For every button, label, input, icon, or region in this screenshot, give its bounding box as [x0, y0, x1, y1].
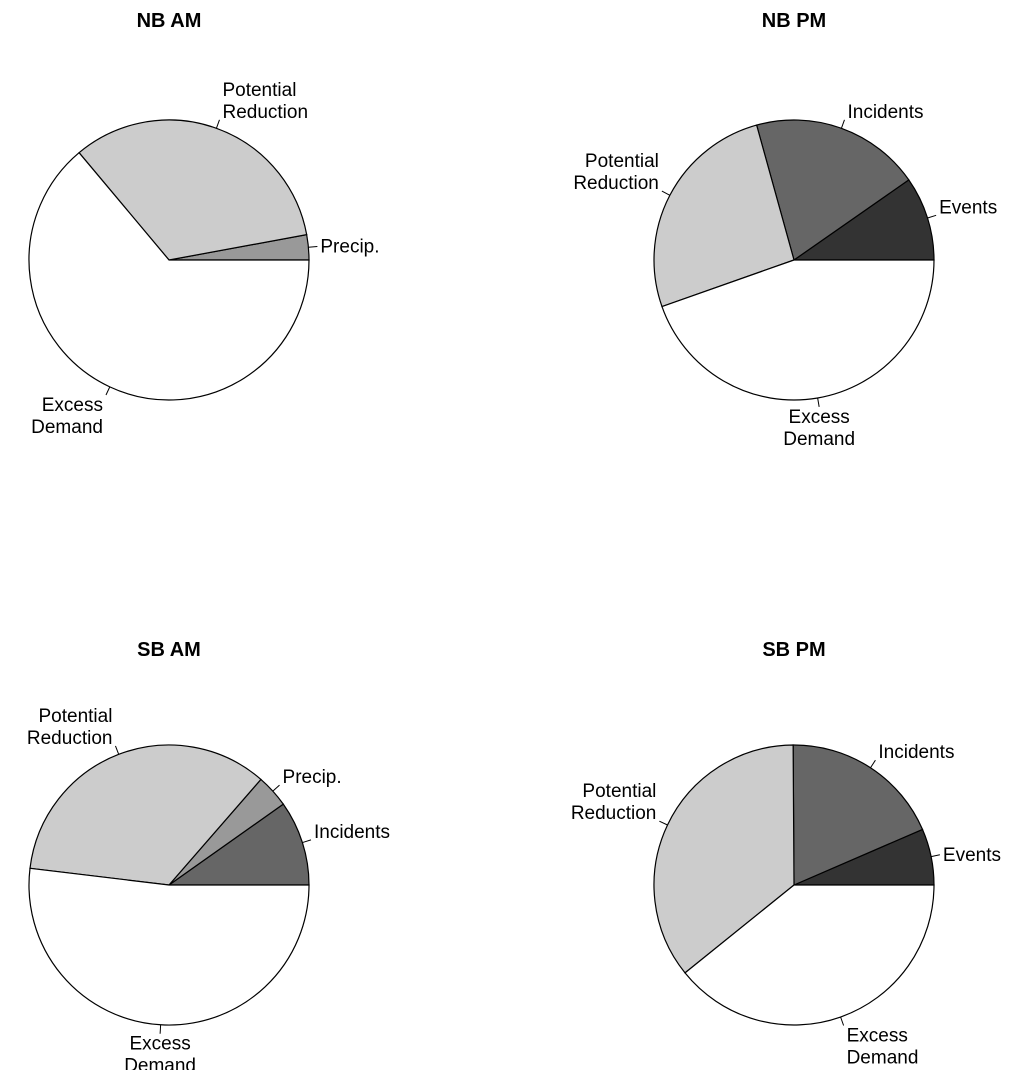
slice-label-line: Reduction [27, 728, 113, 749]
slice-label-line: Demand [847, 1048, 919, 1069]
slice-label-precip: Precip. [320, 236, 379, 257]
slice-label-precip: Precip. [283, 767, 342, 788]
pie-slice-excess-demand [28, 867, 310, 1026]
slice-label-line: Events [943, 845, 1001, 866]
leader-line [659, 820, 668, 826]
slice-label-excess-demand: Excess Demand [847, 1026, 919, 1069]
leader-line [661, 190, 671, 196]
slice-label-excess-demand: Excess Demand [124, 1034, 196, 1070]
slice-label-line: Excess [847, 1026, 908, 1047]
slice-label-line: Precip. [283, 767, 342, 788]
slice-label-line: Incidents [314, 822, 390, 843]
slice-label-events: Events [939, 197, 997, 218]
slice-label-line: Potential [39, 706, 113, 727]
leader-line [159, 1024, 162, 1034]
leader-line [840, 1016, 845, 1026]
pie-slice-potential-reduction [29, 744, 262, 886]
slice-label-line: Potential [585, 151, 659, 172]
pie-chart-nb-am: NB AM Precip. Potential Reduction Excess Dem… [28, 10, 380, 438]
leader-line [272, 784, 280, 792]
slice-label-potential-reduction: Potential Reduction [571, 781, 657, 824]
slice-label-line: Incidents [878, 742, 954, 763]
leader-line [930, 854, 941, 858]
slice-label-incidents: Incidents [878, 742, 954, 763]
leader-line [105, 386, 111, 396]
leader-line [215, 119, 220, 129]
slice-label-incidents: Incidents [314, 822, 390, 843]
leader-line [870, 759, 876, 769]
chart-title: SB AM [137, 639, 201, 661]
slice-label-line: Events [939, 197, 997, 218]
slice-label-potential-reduction: Potential Reduction [222, 80, 308, 123]
slice-label-line: Demand [31, 417, 103, 438]
pie-chart-nb-pm: NB PM Events Incidents Potential Reduction E… [573, 10, 997, 450]
pie-slice-excess-demand [684, 884, 935, 1026]
chart-title: NB AM [137, 10, 202, 32]
pie-slice-excess-demand [661, 259, 935, 401]
pie-slice-events [792, 179, 935, 261]
slice-label-excess-demand: Excess Demand [31, 395, 103, 438]
slice-label-line: Excess [42, 395, 103, 416]
slice-label-line: Reduction [571, 803, 657, 824]
slice-label-line: Excess [789, 407, 850, 428]
chart-title: NB PM [762, 10, 826, 32]
slice-label-line: Precip. [320, 236, 379, 257]
chart-title: SB PM [762, 639, 825, 661]
leader-line [114, 745, 120, 755]
pie-slice-incidents [167, 803, 310, 886]
pie-slice-potential-reduction [653, 744, 795, 974]
slice-label-events: Events [943, 845, 1001, 866]
slice-label-line: Potential [222, 80, 296, 101]
leader-line [817, 397, 820, 407]
leader-line [927, 214, 937, 219]
pie-chart-sb-pm: SB PM Events Incidents Potential Reduction E… [571, 639, 1001, 1069]
pie-slice-incidents [792, 744, 924, 886]
pie-slice-excess-demand [28, 151, 310, 401]
slice-label-line: Excess [129, 1034, 190, 1055]
slice-label-line: Demand [124, 1056, 196, 1070]
pie-slice-potential-reduction [653, 124, 795, 308]
slice-label-potential-reduction: Potential Reduction [573, 151, 659, 194]
slice-label-potential-reduction: Potential Reduction [27, 706, 113, 749]
leader-line [308, 245, 318, 248]
slice-label-line: Reduction [573, 173, 659, 194]
slice-label-line: Potential [582, 781, 656, 802]
slice-label-excess-demand: Excess Demand [783, 407, 855, 450]
slice-label-line: Incidents [847, 102, 923, 123]
leader-line [302, 839, 312, 844]
slice-label-line: Demand [783, 429, 855, 450]
leader-line [840, 119, 845, 129]
pie-chart-sb-am: SB AM Incidents Precip. Potential Reduction… [27, 639, 390, 1070]
slice-label-line: Reduction [222, 102, 308, 123]
slice-label-incidents: Incidents [847, 102, 923, 123]
